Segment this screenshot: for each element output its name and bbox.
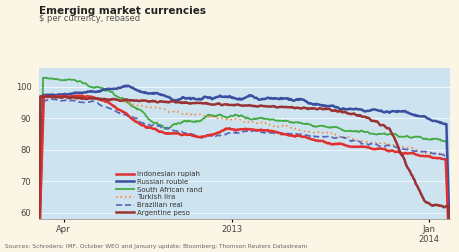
- Text: Emerging market currencies: Emerging market currencies: [39, 6, 206, 16]
- Text: $ per currency, rebased: $ per currency, rebased: [39, 14, 140, 23]
- Legend: Indonesian rupiah, Russian rouble, South African rand, Turkish lira, Brazilian r: Indonesian rupiah, Russian rouble, South…: [117, 171, 202, 216]
- Text: Sources: Schroders; IMF, October WEO and January update; Bloomberg; Thomson Reut: Sources: Schroders; IMF, October WEO and…: [5, 244, 307, 249]
